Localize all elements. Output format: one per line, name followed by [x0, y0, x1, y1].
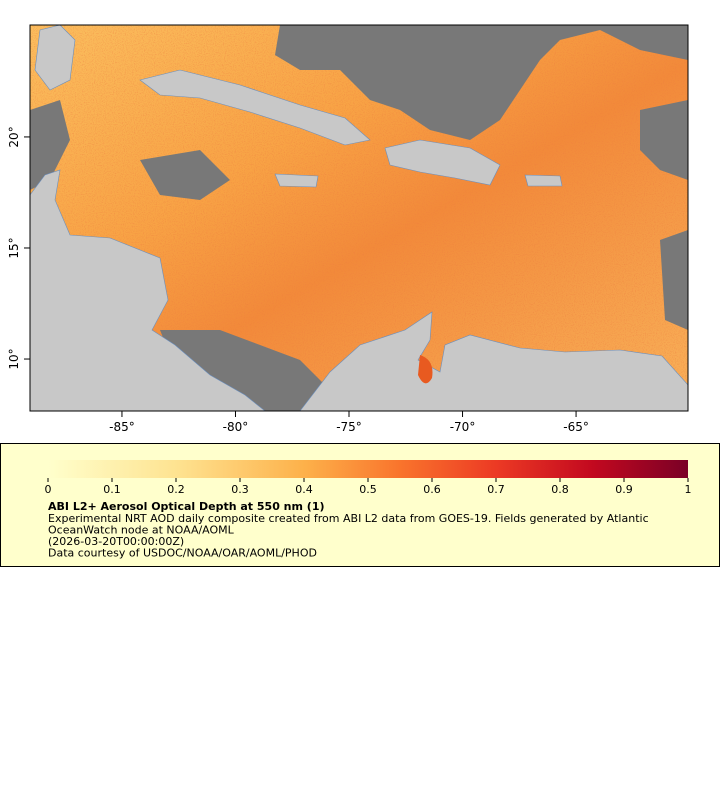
legend-line: (2026-03-20T00:00:00Z) [48, 535, 184, 548]
colorbar-tick-label: 0.4 [295, 483, 313, 496]
x-tick-label: -70° [450, 420, 476, 434]
colorbar-tick-label: 0.5 [359, 483, 377, 496]
lake-maracaibo [418, 355, 433, 384]
legend-line: OceanWatch node at NOAA/AOML [48, 524, 235, 537]
colorbar-tick-label: 0.8 [551, 483, 569, 496]
colorbar-tick-label: 0 [45, 483, 52, 496]
colorbar-tick-label: 0.9 [615, 483, 633, 496]
colorbar-tick-label: 0.1 [103, 483, 121, 496]
legend-title: ABI L2+ Aerosol Optical Depth at 550 nm … [48, 500, 325, 513]
colorbar-tick-label: 0.6 [423, 483, 441, 496]
map-frame [29, 24, 689, 412]
colorbar-tick-label: 0.3 [231, 483, 249, 496]
cloud-mask [30, 25, 688, 411]
legend-lines: Experimental NRT AOD daily composite cre… [48, 512, 649, 560]
x-tick-label: -85° [109, 420, 135, 434]
y-tick-label: 15° [7, 237, 21, 258]
colorbar [48, 460, 688, 478]
x-tick-label: -65° [563, 420, 589, 434]
colorbar-tick-label: 0.2 [167, 483, 185, 496]
colorbar-tick-label: 0.7 [487, 483, 505, 496]
x-tick-label: -80° [223, 420, 249, 434]
y-tick-label: 20° [7, 126, 21, 147]
x-tick-label: -75° [336, 420, 362, 434]
y-tick-label: 10° [7, 348, 21, 369]
legend-line: Data courtesy of USDOC/NOAA/OAR/AOML/PHO… [48, 547, 317, 560]
land [30, 25, 688, 411]
map-area [30, 25, 688, 411]
legend-line: Experimental NRT AOD daily composite cre… [48, 512, 649, 525]
colorbar-tick-label: 1 [685, 483, 692, 496]
